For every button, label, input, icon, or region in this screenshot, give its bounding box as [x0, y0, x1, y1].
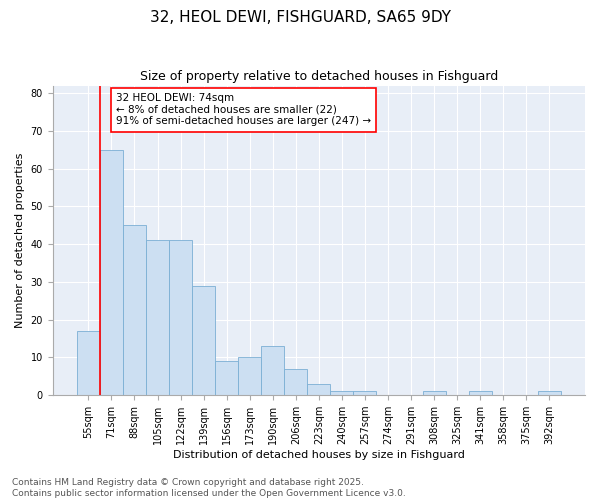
- Bar: [538, 392, 561, 395]
- X-axis label: Distribution of detached houses by size in Fishguard: Distribution of detached houses by size …: [173, 450, 465, 460]
- Bar: [100, 150, 123, 395]
- Bar: [469, 392, 491, 395]
- Bar: [307, 384, 331, 395]
- Bar: [215, 361, 238, 395]
- Bar: [123, 226, 146, 395]
- Bar: [169, 240, 192, 395]
- Text: 32, HEOL DEWI, FISHGUARD, SA65 9DY: 32, HEOL DEWI, FISHGUARD, SA65 9DY: [149, 10, 451, 25]
- Bar: [422, 392, 446, 395]
- Bar: [77, 331, 100, 395]
- Bar: [146, 240, 169, 395]
- Y-axis label: Number of detached properties: Number of detached properties: [15, 152, 25, 328]
- Bar: [331, 392, 353, 395]
- Title: Size of property relative to detached houses in Fishguard: Size of property relative to detached ho…: [140, 70, 498, 83]
- Bar: [353, 392, 376, 395]
- Bar: [238, 358, 261, 395]
- Bar: [284, 369, 307, 395]
- Text: 32 HEOL DEWI: 74sqm
← 8% of detached houses are smaller (22)
91% of semi-detache: 32 HEOL DEWI: 74sqm ← 8% of detached hou…: [116, 93, 371, 126]
- Bar: [192, 286, 215, 395]
- Bar: [261, 346, 284, 395]
- Text: Contains HM Land Registry data © Crown copyright and database right 2025.
Contai: Contains HM Land Registry data © Crown c…: [12, 478, 406, 498]
